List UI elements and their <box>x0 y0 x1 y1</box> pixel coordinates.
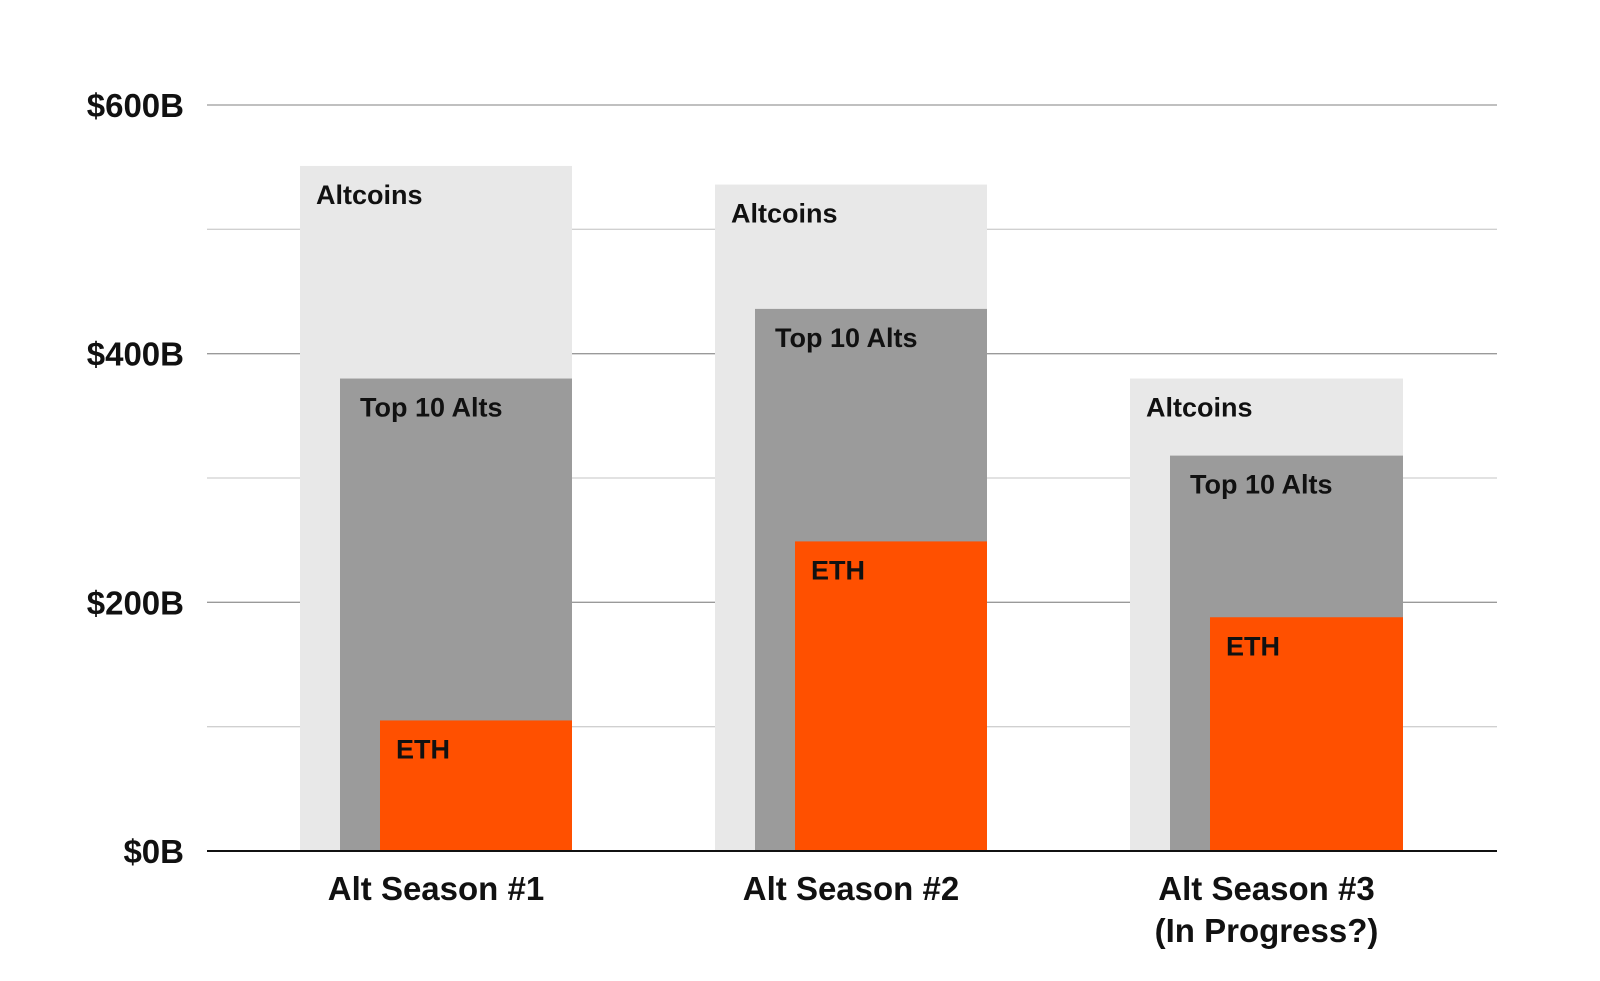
segment-label: Altcoins <box>316 180 423 210</box>
y-tick-label: $200B <box>87 584 184 621</box>
y-tick-label: $600B <box>87 87 184 124</box>
bar-eth <box>380 720 572 851</box>
x-category-label: Alt Season #3 (In Progress?) <box>1155 870 1379 949</box>
y-tick-label: $400B <box>87 336 184 373</box>
bar-eth <box>1210 617 1403 851</box>
segment-label: Top 10 Alts <box>360 393 503 423</box>
segment-label: Top 10 Alts <box>1190 470 1333 500</box>
segment-label: ETH <box>396 734 450 764</box>
segment-labels: Altcoins Top 10 Alts ETH Altcoins Top 10 Alt… <box>316 180 1333 765</box>
x-category-label: Alt Season #1 <box>328 870 544 907</box>
y-tick-label: $0B <box>123 833 184 870</box>
bar-eth <box>795 541 987 851</box>
segment-label: ETH <box>811 555 865 585</box>
segment-label: ETH <box>1226 631 1280 661</box>
segment-label: Altcoins <box>1146 393 1253 423</box>
bars <box>300 165 1403 851</box>
x-category-label: Alt Season #2 <box>743 870 959 907</box>
axes: $0B $200B $400B $600B Alt Season #1 Alt Seaso… <box>87 87 1497 949</box>
segment-label: Top 10 Alts <box>775 323 918 353</box>
segment-label: Altcoins <box>731 199 838 229</box>
